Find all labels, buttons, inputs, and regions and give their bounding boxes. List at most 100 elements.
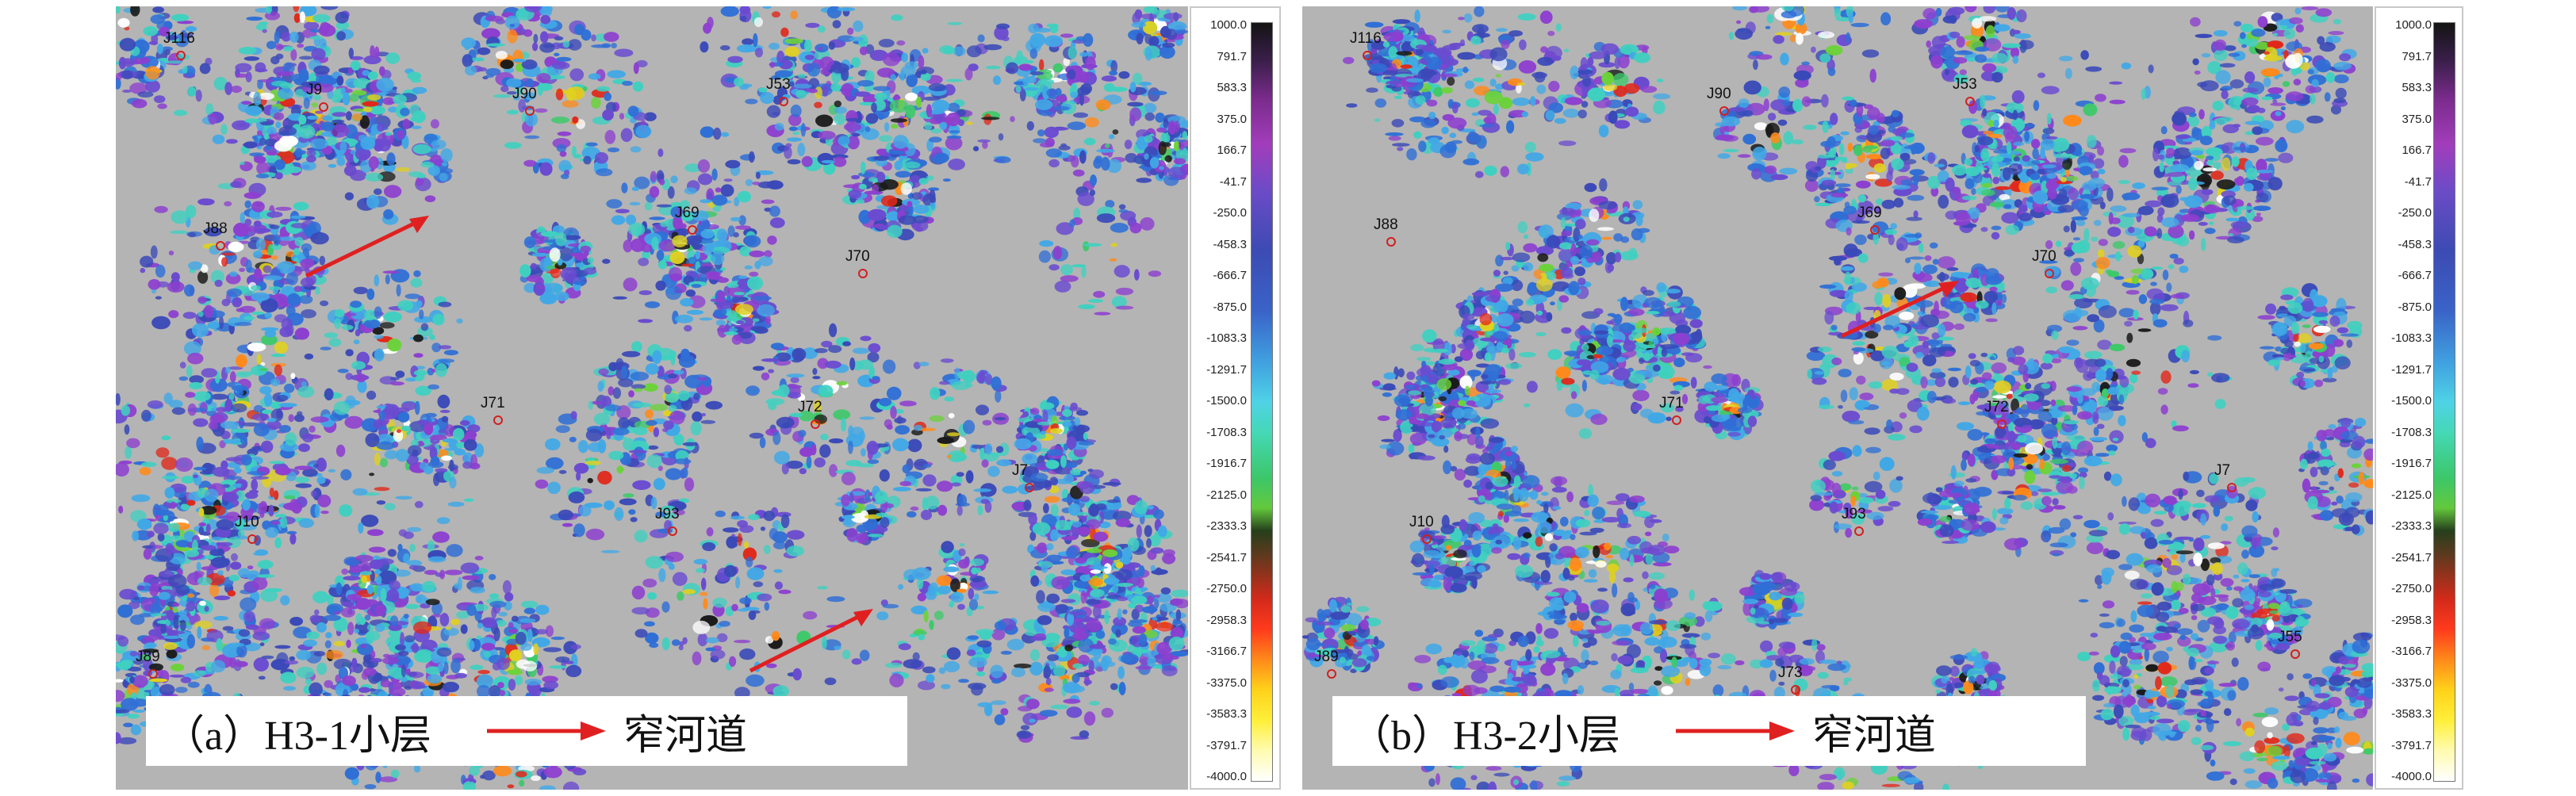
colorbar-tick-label: -1291.7 [2391, 362, 2432, 377]
well-label: J69 [675, 205, 700, 221]
well-location-icon [1997, 419, 2007, 429]
colorbar-ticks-b: 1000.0 791.7 583.3 375.0 166.7 -41.7 -250.0 -45… [2381, 19, 2432, 783]
well-label: J93 [655, 506, 680, 522]
colorbar-ticks-a: 1000.0 791.7 583.3 375.0 166.7 -41.7 -250.0 -45… [1196, 19, 1247, 783]
well-location-icon [1363, 51, 1372, 60]
well-location-icon [216, 241, 225, 251]
colorbar-tick-label: -458.3 [2398, 237, 2432, 251]
colorbar-tick-label: -458.3 [1213, 237, 1247, 251]
well-label: J7 [2214, 462, 2231, 479]
colorbar-tick-label: 166.7 [1217, 144, 1247, 157]
colorbar-tick-label: -3583.3 [1206, 707, 1247, 721]
colorbar-tick-label: -3166.7 [1206, 645, 1247, 658]
colorbar-tick-label: -2958.3 [1206, 613, 1247, 627]
well-location-icon [2045, 269, 2054, 278]
colorbar-gradient-a [1251, 22, 1273, 782]
colorbar-gradient-b [2433, 22, 2455, 782]
colorbar-tick-label: -875.0 [1213, 300, 1247, 314]
colorbar-tick-label: -2333.3 [1206, 519, 1247, 533]
colorbar-tick-label: 1000.0 [2395, 18, 2432, 32]
colorbar-tick-label: -41.7 [2404, 174, 2432, 189]
colorbar-tick-label: -41.7 [1219, 174, 1247, 189]
colorbar-tick-label: -1708.3 [1206, 425, 1247, 439]
colorbar-tick-label: -3791.7 [1206, 738, 1247, 752]
legend-arrow-icon [1675, 721, 1795, 741]
well-location-icon [668, 526, 677, 536]
colorbar-tick-label: -3583.3 [2391, 707, 2432, 721]
colorbar-tick-label: -3791.7 [2391, 738, 2432, 752]
colorbar-tick-label: -3375.0 [1206, 675, 1247, 690]
colorbar-tick-label: 1000.0 [1210, 18, 1247, 32]
colorbar-tick-label: -1291.7 [1206, 362, 1247, 377]
well-location-icon [1965, 97, 1975, 106]
well-location-icon [148, 669, 158, 679]
colorbar-tick-label: 375.0 [2402, 112, 2432, 126]
colorbar-tick-label: -4000.0 [2391, 770, 2432, 783]
well-location-icon [1870, 225, 1880, 235]
colorbar-tick-label: -666.7 [1213, 269, 1247, 282]
colorbar-tick-label: -1083.3 [2391, 331, 2432, 345]
well-location-icon [1025, 483, 1034, 492]
well-label: J73 [1778, 664, 1803, 681]
well-label: J89 [1314, 649, 1339, 665]
caption-label-b: （b）H3-2小层 [1350, 713, 1620, 759]
attribute-map-panel-b: J116 J90 J53 J88 J69 J70 J71 J72 J10 J93 J89 J73 J55… [1302, 6, 2373, 790]
well-location-icon [1854, 526, 1864, 536]
well-label: J88 [1374, 216, 1398, 233]
colorbar-tick-label: -666.7 [2398, 269, 2432, 282]
well-location-icon [811, 419, 820, 429]
well-label: J89 [136, 649, 160, 665]
well-location-icon [2227, 483, 2237, 492]
colorbar-tick-label: -1708.3 [2391, 425, 2432, 439]
narrow-channel-arrow-1 [305, 216, 873, 673]
colorbar-tick-label: -3166.7 [2391, 645, 2432, 658]
well-label: J55 [2278, 629, 2302, 645]
well-location-icon [779, 97, 788, 106]
well-label: J10 [235, 514, 259, 530]
legend-arrow-icon [486, 721, 606, 741]
caption-label-a: （a）H3-1小层 [163, 713, 431, 759]
colorbar-tick-label: -2750.0 [1206, 582, 1247, 595]
well-label: J70 [2032, 248, 2057, 265]
well-label: J72 [798, 399, 822, 415]
well-location-icon [525, 106, 535, 116]
well-label: J72 [1984, 399, 2009, 415]
colorbar-tick-label: -2541.7 [1206, 550, 1247, 564]
well-location-icon [2290, 649, 2300, 659]
well-label: J71 [481, 395, 505, 411]
colorbar-b: 1000.0 791.7 583.3 375.0 166.7 -41.7 -250.0 -45… [2375, 6, 2463, 790]
caption-legend-a: 窄河道 [623, 713, 747, 759]
colorbar-tick-label: 583.3 [1217, 81, 1247, 94]
colorbar-tick-label: 791.7 [2402, 49, 2432, 63]
caption-legend-b: 窄河道 [1811, 713, 1936, 759]
well-label: J9 [306, 82, 323, 98]
colorbar-tick-label: -2125.0 [2391, 488, 2432, 502]
colorbar-tick-label: -2750.0 [2391, 582, 2432, 595]
well-label: J69 [1857, 205, 1882, 221]
colorbar-tick-label: -250.0 [1213, 206, 1247, 220]
well-location-icon [319, 102, 328, 112]
colorbar-tick-label: -1916.7 [2391, 457, 2432, 470]
colorbar-tick-label: 166.7 [2402, 144, 2432, 157]
well-location-icon [247, 534, 257, 544]
well-label: J90 [512, 86, 537, 102]
well-location-icon [688, 225, 697, 235]
well-location-icon [1791, 685, 1800, 695]
colorbar-tick-label: -2125.0 [1206, 488, 1247, 502]
well-location-icon [1672, 415, 1681, 425]
colorbar-tick-label: 791.7 [1217, 49, 1247, 63]
colorbar-tick-label: -2541.7 [2391, 550, 2432, 564]
colorbar-tick-label: -2333.3 [2391, 519, 2432, 533]
well-label: J70 [845, 248, 870, 265]
well-location-icon [1386, 237, 1396, 247]
well-label: J53 [1953, 76, 1977, 93]
well-label: J88 [203, 220, 228, 237]
colorbar-tick-label: -1083.3 [1206, 331, 1247, 345]
colorbar-tick-label: -1500.0 [2391, 394, 2432, 408]
well-label: J71 [1659, 395, 1684, 411]
colorbar-tick-label: 375.0 [1217, 112, 1247, 126]
well-label: J116 [1350, 30, 1382, 47]
well-label: J116 [163, 30, 195, 47]
colorbar-a: 1000.0 791.7 583.3 375.0 166.7 -41.7 -250.0 -45… [1190, 6, 1281, 790]
well-label: J90 [1707, 86, 1731, 102]
